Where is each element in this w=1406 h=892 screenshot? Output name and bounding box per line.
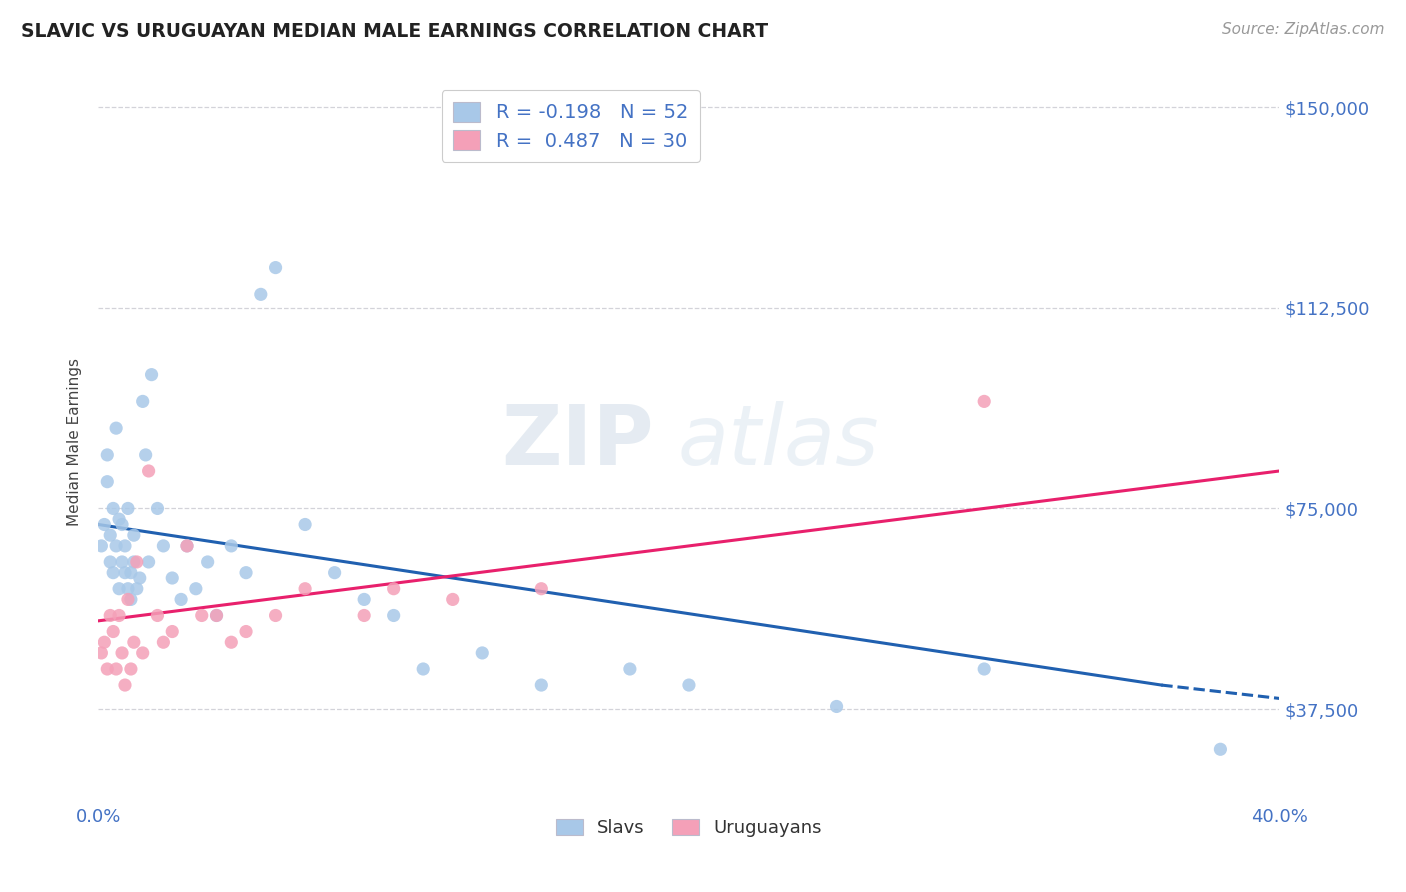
Point	[105, 421, 128, 435]
Point	[162, 624, 183, 639]
Point	[117, 501, 139, 516]
Point	[146, 608, 169, 623]
Point	[176, 539, 198, 553]
Point	[184, 582, 207, 596]
Point	[103, 501, 125, 516]
Point	[619, 662, 641, 676]
Point	[122, 635, 145, 649]
Point	[90, 539, 112, 553]
Point	[162, 571, 183, 585]
Point	[105, 662, 128, 676]
Point	[973, 662, 995, 676]
Point	[105, 539, 128, 553]
Point	[264, 260, 287, 275]
Point	[125, 555, 148, 569]
Point	[103, 566, 125, 580]
Point	[117, 582, 139, 596]
Point	[120, 566, 142, 580]
Point	[221, 635, 243, 649]
Point	[264, 608, 287, 623]
Point	[93, 635, 115, 649]
Point	[122, 555, 145, 569]
Point	[138, 464, 160, 478]
Point	[103, 624, 125, 639]
Point	[114, 539, 136, 553]
Point	[111, 646, 134, 660]
Point	[235, 566, 257, 580]
Point	[114, 678, 136, 692]
Point	[250, 287, 273, 301]
Point	[122, 528, 145, 542]
Point	[176, 539, 198, 553]
Point	[678, 678, 700, 692]
Point	[135, 448, 157, 462]
Point	[530, 678, 553, 692]
Point	[108, 512, 131, 526]
Point	[98, 555, 121, 569]
Point	[441, 592, 464, 607]
Point	[530, 582, 553, 596]
Point	[125, 582, 148, 596]
Point	[973, 394, 995, 409]
Point	[353, 608, 375, 623]
Point	[191, 608, 214, 623]
Point	[108, 582, 131, 596]
Point	[132, 646, 155, 660]
Point	[117, 592, 139, 607]
Text: Source: ZipAtlas.com: Source: ZipAtlas.com	[1222, 22, 1385, 37]
Point	[138, 555, 160, 569]
Point	[93, 517, 115, 532]
Point	[114, 566, 136, 580]
Text: SLAVIC VS URUGUAYAN MEDIAN MALE EARNINGS CORRELATION CHART: SLAVIC VS URUGUAYAN MEDIAN MALE EARNINGS…	[21, 22, 768, 41]
Point	[152, 635, 174, 649]
Point	[382, 608, 405, 623]
Y-axis label: Median Male Earnings: Median Male Earnings	[67, 358, 83, 525]
Point	[96, 475, 118, 489]
Point	[205, 608, 228, 623]
Point	[132, 394, 155, 409]
Point	[111, 555, 134, 569]
Legend: Slavs, Uruguayans: Slavs, Uruguayans	[548, 812, 830, 845]
Point	[471, 646, 494, 660]
Point	[353, 592, 375, 607]
Point	[235, 624, 257, 639]
Point	[108, 608, 131, 623]
Point	[152, 539, 174, 553]
Point	[96, 662, 118, 676]
Point	[98, 608, 121, 623]
Point	[412, 662, 434, 676]
Point	[382, 582, 405, 596]
Point	[120, 592, 142, 607]
Text: ZIP: ZIP	[501, 401, 654, 482]
Point	[294, 582, 316, 596]
Point	[120, 662, 142, 676]
Point	[170, 592, 193, 607]
Point	[111, 517, 134, 532]
Point	[90, 646, 112, 660]
Point	[141, 368, 163, 382]
Point	[323, 566, 346, 580]
Point	[197, 555, 219, 569]
Point	[96, 448, 118, 462]
Point	[294, 517, 316, 532]
Point	[1209, 742, 1232, 756]
Point	[128, 571, 150, 585]
Point	[825, 699, 848, 714]
Point	[98, 528, 121, 542]
Point	[221, 539, 243, 553]
Text: atlas: atlas	[678, 401, 879, 482]
Point	[146, 501, 169, 516]
Point	[205, 608, 228, 623]
